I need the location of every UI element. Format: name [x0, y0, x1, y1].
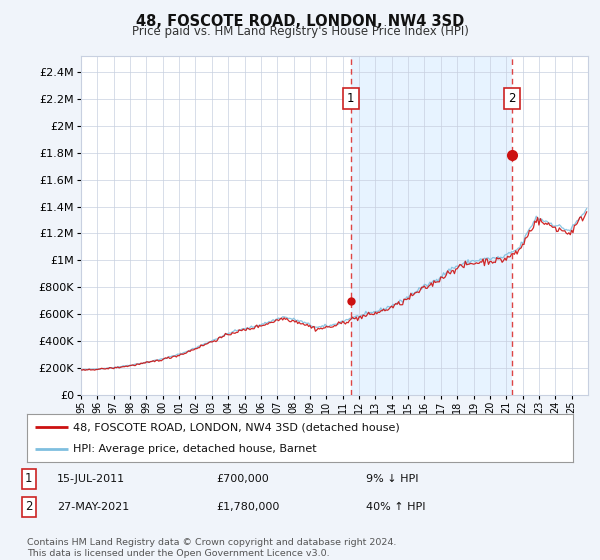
Text: HPI: Average price, detached house, Barnet: HPI: Average price, detached house, Barn… [73, 444, 317, 454]
Text: 2: 2 [508, 92, 515, 105]
Text: 1: 1 [347, 92, 355, 105]
Text: 1: 1 [25, 472, 32, 486]
Text: 48, FOSCOTE ROAD, LONDON, NW4 3SD: 48, FOSCOTE ROAD, LONDON, NW4 3SD [136, 14, 464, 29]
Bar [351, 56, 512, 395]
Text: 27-MAY-2021: 27-MAY-2021 [57, 502, 129, 512]
Text: 2: 2 [25, 500, 32, 514]
Text: 15-JUL-2011: 15-JUL-2011 [57, 474, 125, 484]
Text: 48, FOSCOTE ROAD, LONDON, NW4 3SD (detached house): 48, FOSCOTE ROAD, LONDON, NW4 3SD (detac… [73, 422, 400, 432]
Text: £1,780,000: £1,780,000 [216, 502, 280, 512]
Text: Contains HM Land Registry data © Crown copyright and database right 2024.
This d: Contains HM Land Registry data © Crown c… [27, 538, 397, 558]
Text: £700,000: £700,000 [216, 474, 269, 484]
Text: 9% ↓ HPI: 9% ↓ HPI [366, 474, 419, 484]
Text: Price paid vs. HM Land Registry's House Price Index (HPI): Price paid vs. HM Land Registry's House … [131, 25, 469, 38]
Text: 40% ↑ HPI: 40% ↑ HPI [366, 502, 425, 512]
